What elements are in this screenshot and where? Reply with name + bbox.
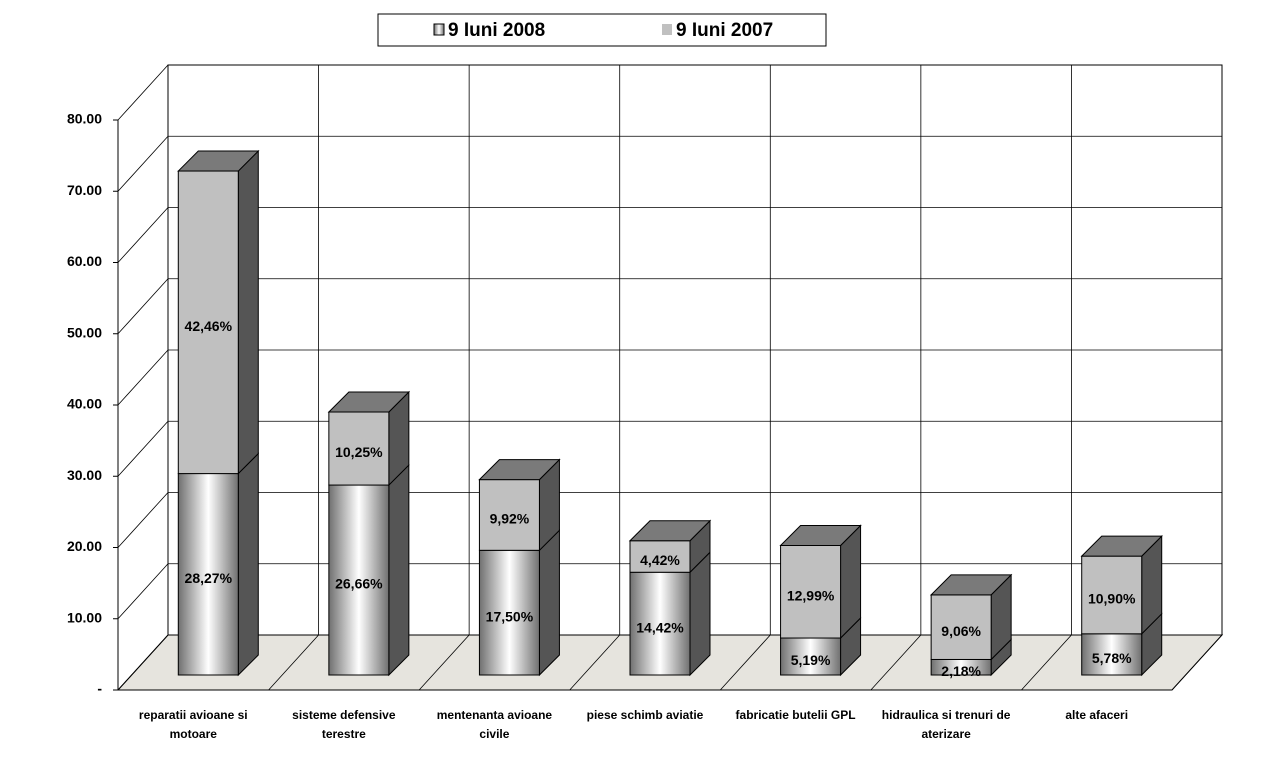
legend-swatch (433, 23, 445, 36)
bar-side (538, 529, 560, 677)
grid-line (117, 563, 169, 620)
grid-line (117, 420, 169, 477)
grid-line (117, 207, 169, 263)
bar-segment (929, 573, 1013, 661)
data-label: 5,19% (791, 652, 831, 668)
bar-segment (780, 616, 862, 677)
y-tick-label: - (97, 681, 102, 697)
data-label: 10,25% (335, 444, 383, 460)
bar (780, 544, 842, 639)
category-divider (1171, 634, 1223, 691)
legend: 9 Iuni 2008 9 Iuni 2007 (377, 13, 827, 47)
bar-segment (177, 452, 259, 677)
y-tick-label: 40.00 (67, 396, 102, 412)
data-label: 12,99% (787, 587, 835, 603)
grid-line (117, 349, 169, 406)
category-divider (719, 634, 771, 691)
bar-segment (478, 529, 560, 677)
bar (478, 549, 540, 676)
bar-top (1080, 535, 1163, 557)
bar-segment (327, 390, 411, 487)
legend-box (377, 13, 827, 47)
category-divider (268, 634, 319, 691)
data-label: 5,78% (1092, 650, 1132, 666)
grid-line (117, 278, 169, 335)
data-label: 42,46% (185, 318, 233, 334)
category-divider (117, 634, 169, 691)
bar (328, 484, 390, 676)
bar (328, 411, 390, 486)
category-divider (1021, 634, 1072, 691)
x-tick-label: reparatii avioane si motoare (138, 708, 248, 741)
bar-segment (779, 524, 862, 640)
data-label: 9,06% (941, 623, 981, 639)
bar-side (237, 149, 259, 475)
bar (1081, 555, 1143, 635)
y-tick-label: 20.00 (67, 538, 102, 554)
bar-top (177, 150, 260, 172)
bar-segment (628, 519, 712, 574)
bar-top (327, 391, 411, 413)
data-label: 10,90% (1088, 591, 1136, 607)
bar-top (478, 459, 561, 481)
bar (930, 594, 992, 660)
legend-label: 9 Iuni 2008 (448, 20, 545, 41)
data-label: 28,27% (185, 570, 233, 586)
data-label: 9,92% (490, 511, 530, 527)
bar (478, 479, 540, 551)
grid-line (117, 135, 169, 192)
x-tick-label: sisteme defensive terestre (292, 708, 396, 741)
data-label: 4,42% (640, 552, 680, 568)
grid-line (117, 64, 169, 121)
data-label: 14,42% (636, 619, 684, 635)
bar-top (628, 520, 712, 542)
data-label: 17,50% (486, 608, 534, 624)
bar-side (689, 551, 711, 677)
x-tick-label: piese schimb aviatie (586, 708, 704, 722)
bar-segment (1080, 534, 1163, 636)
category-divider (418, 634, 470, 691)
bar (177, 473, 239, 676)
bar-side (237, 452, 259, 677)
bar (177, 170, 239, 475)
y-tick-label: 30.00 (67, 467, 102, 483)
y-tick-label: 50.00 (67, 324, 102, 340)
grid-line (117, 492, 169, 548)
x-tick-label: mentenanta avioane civile (436, 708, 553, 741)
legend-label: 9 Iuni 2007 (676, 20, 773, 41)
x-tick-label: alte afaceri (1065, 708, 1129, 722)
bar-segment (478, 458, 561, 552)
bar-top (779, 524, 862, 546)
bar-segment (328, 463, 410, 677)
bar (780, 637, 842, 676)
legend-swatch (662, 24, 672, 35)
y-tick-label: 60.00 (67, 253, 102, 269)
data-label: 26,66% (335, 576, 383, 592)
bar-side (388, 463, 410, 677)
data-label: 2,18% (941, 663, 981, 679)
bar-top (929, 574, 1013, 596)
y-tick-label: 80.00 (67, 111, 102, 127)
y-tick-label: 70.00 (67, 182, 102, 198)
bar-segment (177, 149, 260, 475)
x-tick-label: hidraulica si trenuri de aterizare (881, 708, 1011, 741)
category-divider (870, 634, 922, 691)
x-tick-label: fabricatie butelii GPL (735, 708, 856, 722)
bar (629, 540, 691, 573)
bar (1081, 633, 1143, 676)
y-tick-label: 10.00 (67, 609, 102, 625)
category-divider (569, 634, 621, 691)
